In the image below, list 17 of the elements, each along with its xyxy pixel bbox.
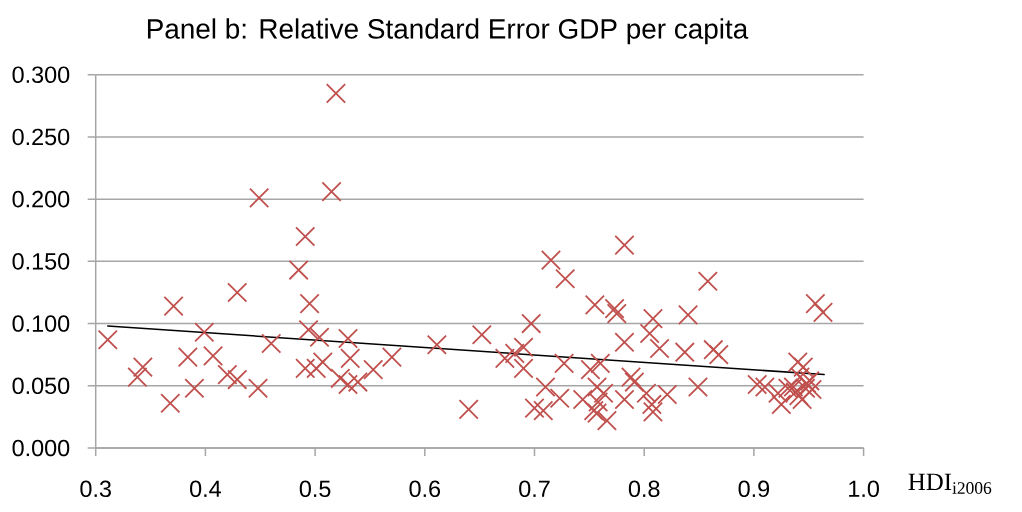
y-tick-label: 0.200 (12, 190, 70, 208)
y-tick-label: 0.150 (12, 253, 70, 270)
x-tick-label: 0.4 (190, 480, 221, 498)
y-tick-label: 0.300 (12, 66, 70, 83)
x-tick-label: 0.9 (738, 480, 770, 498)
y-tick-label: 0.250 (12, 128, 70, 146)
y-tick-label: 0.100 (12, 315, 70, 332)
x-tick-label: 0.5 (299, 480, 331, 498)
x-tick-label: 0.3 (80, 480, 111, 498)
x-axis-title: HDI$_{i2006}$ (908, 473, 992, 494)
x-tick-label: 0.8 (628, 480, 660, 498)
x-tick-label: 1.0 (849, 480, 879, 498)
x-tick-label: 0.6 (409, 480, 441, 498)
y-tick-label: 0.050 (12, 377, 70, 395)
y-tick-label: 0.000 (12, 439, 70, 457)
x-tick-label: 0.7 (519, 480, 550, 498)
chart-title: Panel b: Relative Standard Error GDP per capita (147, 18, 749, 45)
